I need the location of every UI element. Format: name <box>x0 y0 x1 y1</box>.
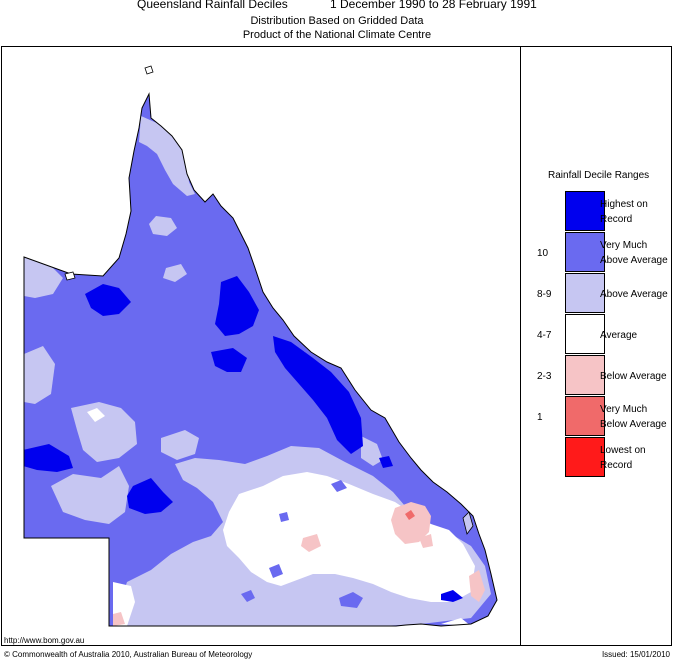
legend-label-line: Below Average <box>600 419 667 430</box>
island-torres <box>144 65 154 75</box>
legend-label-line: Record <box>600 460 633 471</box>
footer-copyright: © Commonwealth of Australia 2010, Austra… <box>4 650 253 659</box>
island-gulf <box>64 271 76 281</box>
legend-swatch-very-much-above-average <box>565 232 605 272</box>
legend-label-line: Above Average <box>600 289 668 300</box>
legend-range-2-3: 2-3 <box>537 371 552 382</box>
legend-label-above-average: Above Average <box>600 287 668 302</box>
qld-outline <box>23 92 498 627</box>
legend-label-line: Very Much <box>600 240 648 251</box>
legend-label-average: Average <box>600 328 637 343</box>
very-much-below-average-regions <box>405 510 415 520</box>
legend-swatch-above-average <box>565 273 605 313</box>
legend-swatch-very-much-below-average <box>565 396 605 436</box>
legend-swatch-average <box>565 314 605 354</box>
footer-issued-date: Issued: 15/01/2010 <box>601 650 670 659</box>
legend-label-line: Lowest on <box>600 445 646 456</box>
map-period: 1 December 1990 to 28 February 1991 <box>330 0 537 11</box>
footer-url: http://www.bom.gov.au <box>4 636 85 645</box>
legend-swatch-highest-on-record <box>565 191 605 231</box>
highest-on-record-regions <box>24 276 463 602</box>
legend-label-lowest-on-record: Lowest on Record <box>600 443 646 473</box>
legend-divider <box>520 46 521 646</box>
legend-swatch-below-average <box>565 355 605 395</box>
legend-range-4-7: 4-7 <box>537 330 552 341</box>
map-title: Queensland Rainfall Deciles <box>137 0 288 11</box>
map-frame <box>1 46 672 646</box>
below-average-regions <box>113 502 485 626</box>
legend-label-very-much-below-average: Very Much Below Average <box>600 402 667 432</box>
legend-range-10: 10 <box>537 248 549 259</box>
legend-label-line: Very Much <box>600 404 648 415</box>
legend-label-line: Record <box>600 214 633 225</box>
legend-label-line: Average <box>600 330 638 341</box>
legend-label-line: Above Average <box>600 255 668 266</box>
legend-swatch-lowest-on-record <box>565 437 605 477</box>
map-subtitle-product: Product of the National Climate Centre <box>242 29 432 41</box>
very-much-above-average-patches <box>241 480 363 608</box>
island-fraser <box>462 511 474 535</box>
legend-range-8-9: 8-9 <box>537 289 552 300</box>
queensland-decile-map <box>23 65 498 627</box>
legend-range-1: 1 <box>537 412 543 423</box>
legend-label-line: Below Average <box>600 371 667 382</box>
legend-label-very-much-above-average: Very Much Above Average <box>600 238 668 268</box>
legend-label-below-average: Below Average <box>600 369 667 384</box>
legend-label-highest-on-record: Highest on Record <box>600 197 648 227</box>
legend-title: Rainfall Decile Ranges <box>548 170 650 181</box>
map-subtitle-distribution: Distribution Based on Gridded Data <box>250 15 424 27</box>
legend-label-line: Highest on <box>600 199 648 210</box>
